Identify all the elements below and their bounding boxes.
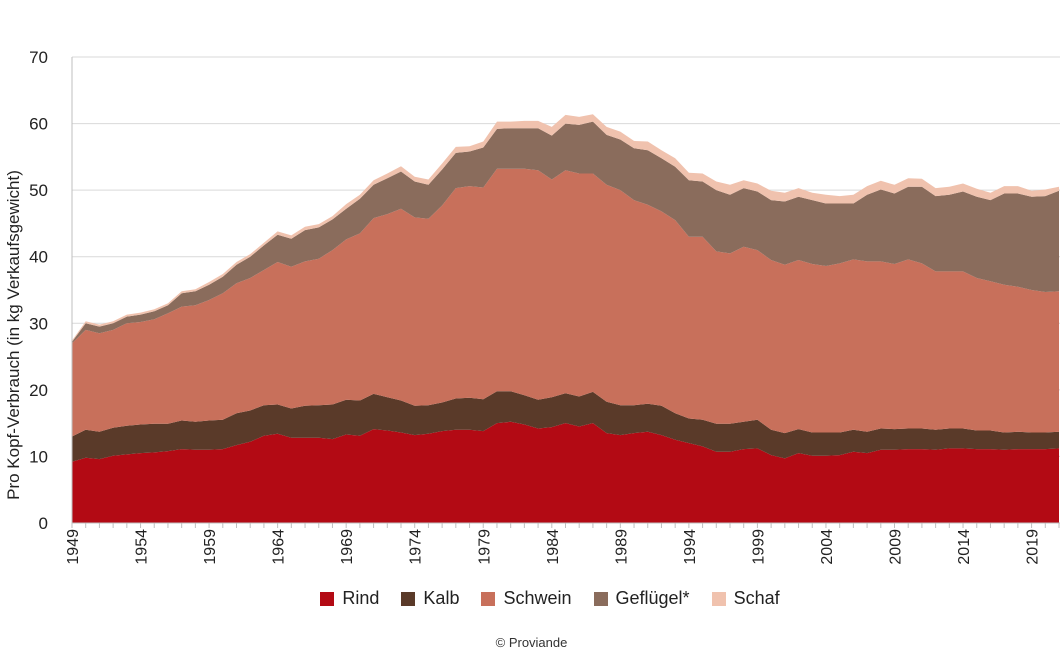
x-tick-label: 1954 xyxy=(134,529,151,565)
legend: Rind Kalb Schwein Geflügel* Schaf xyxy=(0,588,1060,609)
y-tick-label: 50 xyxy=(29,181,48,200)
x-tick-label: 1959 xyxy=(202,529,219,565)
x-tick-label: 2009 xyxy=(888,529,905,565)
copyright-footer: © Proviande xyxy=(495,635,568,650)
legend-swatch xyxy=(401,591,416,606)
y-tick-label: 60 xyxy=(29,115,48,134)
x-tick-label: 1979 xyxy=(476,529,493,565)
x-tick-label: 1999 xyxy=(750,529,767,565)
legend-swatch xyxy=(481,591,496,606)
area-geflgel xyxy=(72,121,1059,344)
x-tick-label: 2014 xyxy=(956,529,973,565)
y-tick-label: 30 xyxy=(29,314,48,333)
legend-label: Geflügel* xyxy=(615,588,690,608)
legend-label: Rind xyxy=(342,588,380,608)
legend-item-rind: Rind xyxy=(320,588,379,609)
x-tick-label: 1989 xyxy=(613,529,630,565)
y-tick-label: 40 xyxy=(29,248,48,267)
x-tick-label: 1974 xyxy=(408,529,425,565)
legend-item-gefluegel: Geflügel* xyxy=(593,588,690,609)
x-tick-label: 1994 xyxy=(682,529,699,565)
legend-label: Schwein xyxy=(503,588,572,608)
x-tick-label: 2019 xyxy=(1025,529,1042,565)
y-axis-label: Pro Kopf-Verbrauch (in kg Verkaufsgewich… xyxy=(4,170,23,500)
legend-label: Schaf xyxy=(733,588,780,608)
y-tick-label: 10 xyxy=(29,447,48,466)
x-tick-label: 1949 xyxy=(65,529,82,565)
legend-swatch xyxy=(320,591,335,606)
area-schwein xyxy=(72,168,1059,437)
x-tick-label: 1984 xyxy=(545,529,562,565)
x-tick-label: 1964 xyxy=(271,529,288,565)
y-tick-label: 0 xyxy=(39,514,48,533)
y-tick-label: 70 xyxy=(29,48,48,67)
area-kalb xyxy=(72,391,1059,462)
legend-swatch xyxy=(593,591,608,606)
y-tick-label: 20 xyxy=(29,381,48,400)
legend-item-schaf: Schaf xyxy=(711,588,780,609)
legend-swatch xyxy=(711,591,726,606)
area-rind xyxy=(72,421,1059,523)
legend-item-schwein: Schwein xyxy=(481,588,572,609)
x-tick-label: 1969 xyxy=(339,529,356,565)
x-tick-label: 2004 xyxy=(819,529,836,565)
legend-label: Kalb xyxy=(423,588,460,608)
legend-item-kalb: Kalb xyxy=(401,588,459,609)
